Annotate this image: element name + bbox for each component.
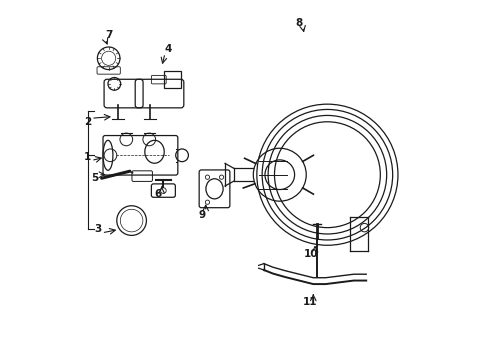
Text: 5: 5 — [91, 173, 98, 183]
Text: 8: 8 — [295, 18, 302, 28]
Text: 10: 10 — [304, 249, 318, 259]
Text: 2: 2 — [84, 117, 91, 127]
Text: 3: 3 — [94, 224, 102, 234]
Text: 1: 1 — [84, 152, 91, 162]
Text: 11: 11 — [302, 297, 316, 307]
Text: 9: 9 — [198, 210, 205, 220]
Text: 7: 7 — [105, 30, 112, 40]
Text: 4: 4 — [164, 45, 172, 54]
Text: 6: 6 — [154, 189, 162, 199]
Bar — [163, 71, 180, 88]
